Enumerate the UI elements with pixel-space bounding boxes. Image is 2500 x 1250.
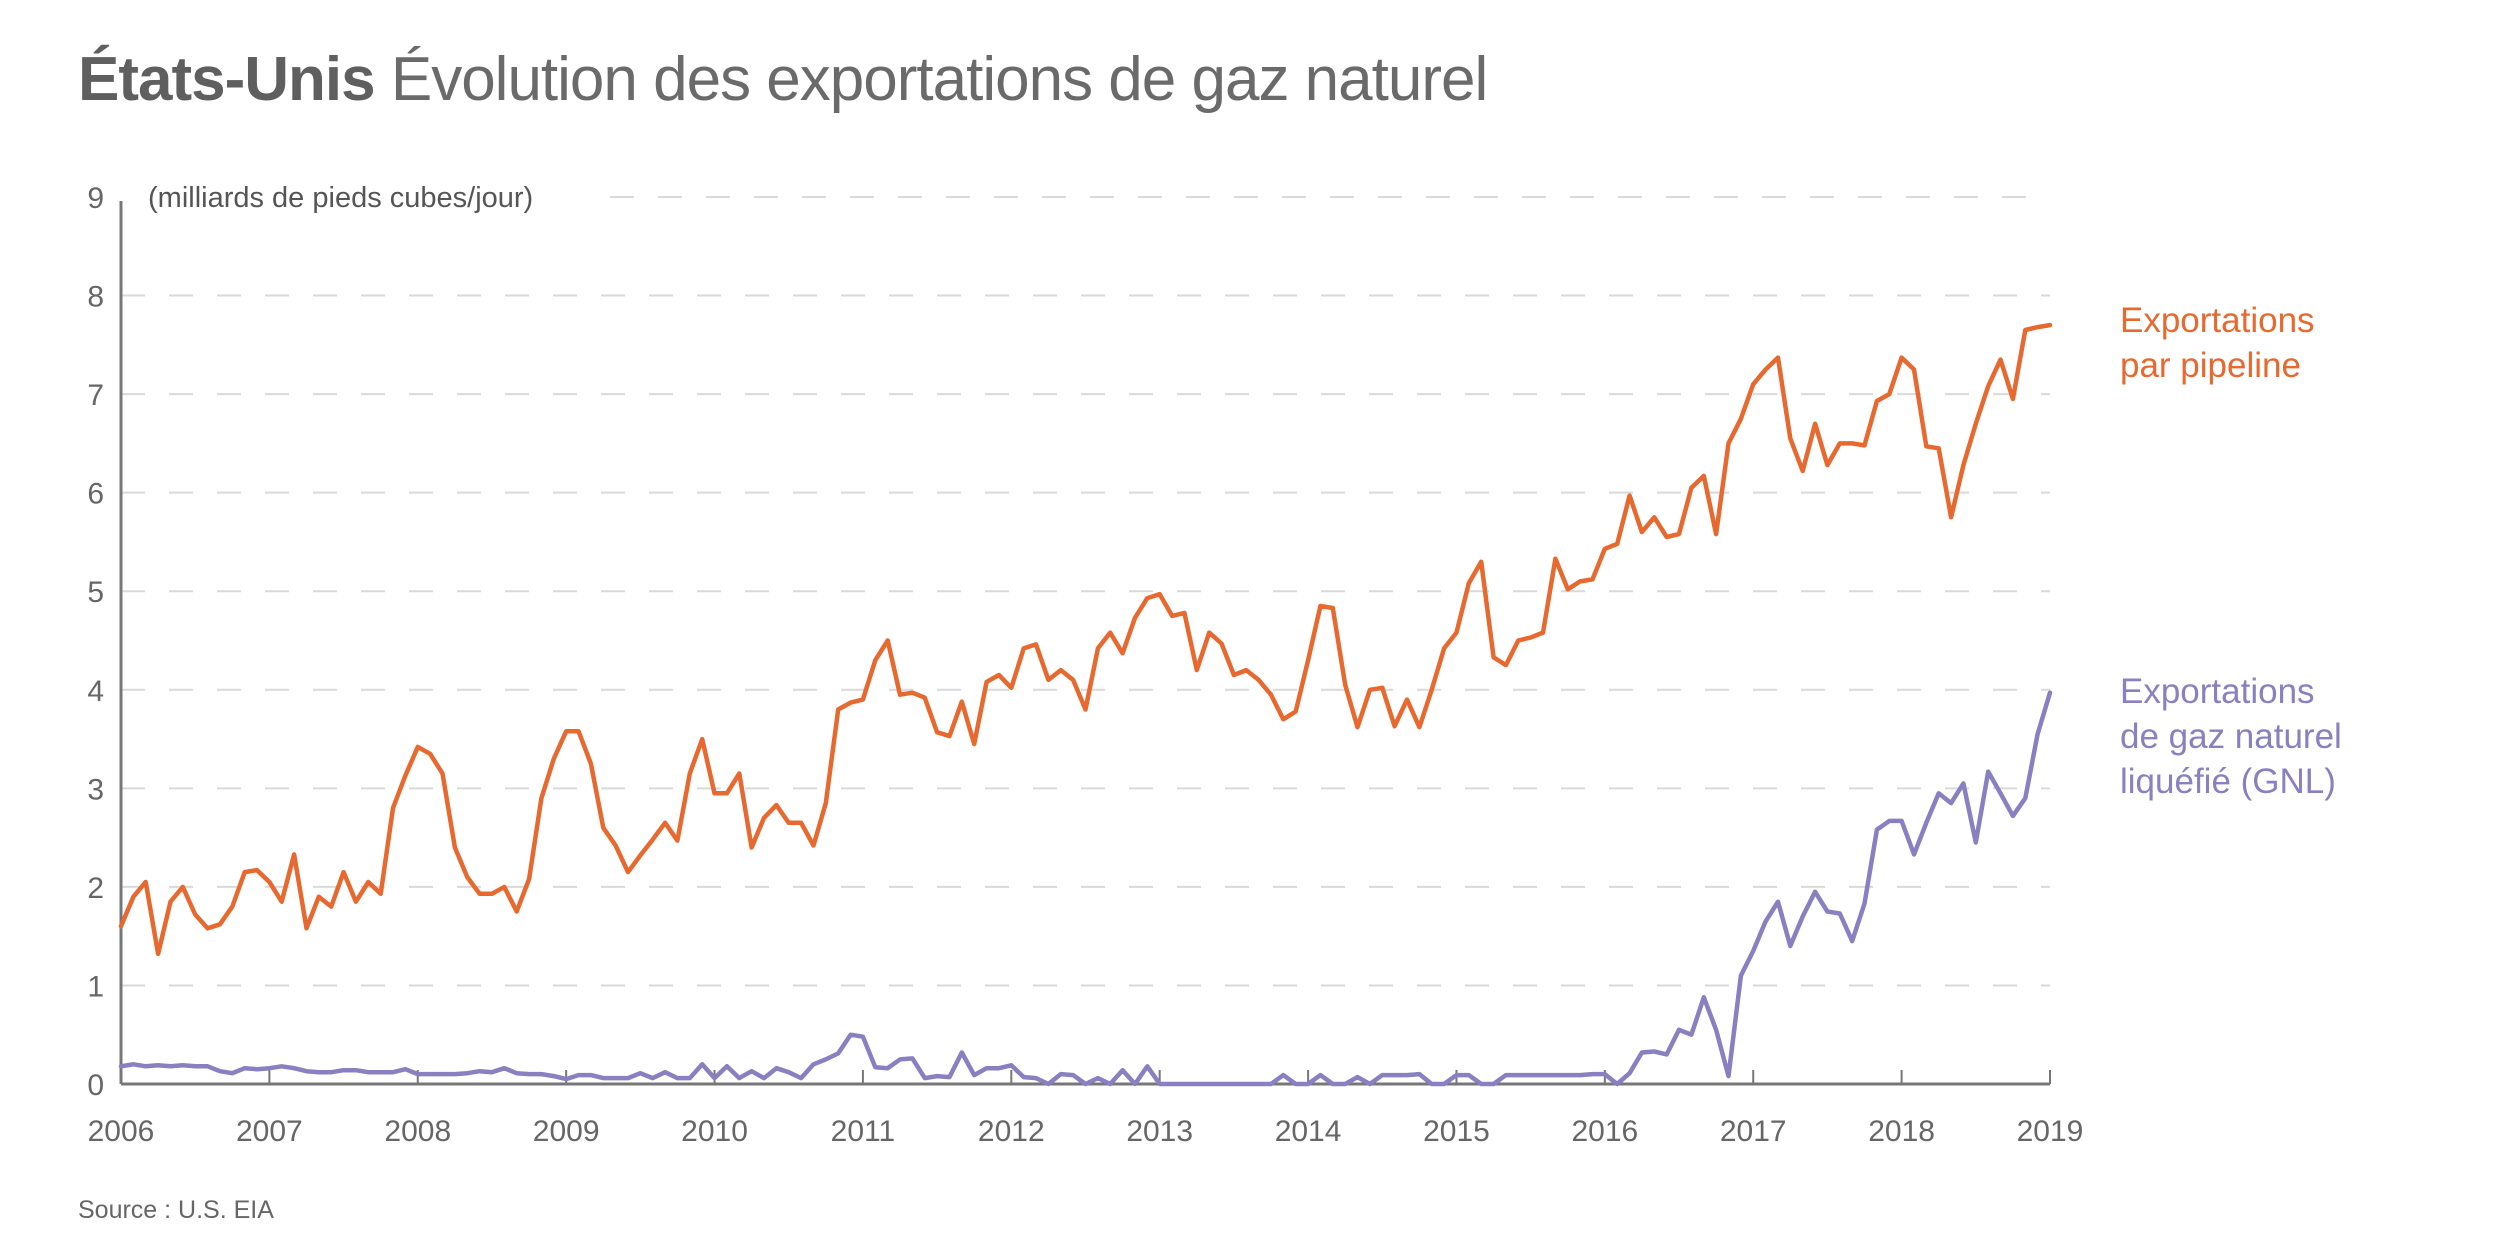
series-label-line: liquéfié (GNL): [2120, 762, 2336, 801]
x-tick-label: 2008: [384, 1115, 451, 1148]
y-tick-label: 4: [87, 675, 104, 708]
x-tick-label: 2012: [978, 1115, 1045, 1148]
title-country: États-Unis: [78, 45, 376, 114]
series-labels: Exportations par pipeline Exportations de g…: [2120, 301, 2342, 801]
x-tick-label: 2007: [236, 1115, 303, 1148]
x-tick-label: 2017: [1720, 1115, 1787, 1148]
x-tick-label: 2014: [1275, 1115, 1342, 1148]
series-line-lng: [118, 690, 2053, 1087]
x-tick-label: 2011: [831, 1115, 896, 1148]
y-tick-label: 6: [87, 478, 104, 511]
x-tick-label: 2010: [681, 1115, 748, 1148]
y-tick-label: 3: [87, 773, 104, 806]
series-label-line: de gaz naturel: [2120, 717, 2342, 756]
x-tick-label: 2006: [88, 1115, 155, 1148]
series-label-lng: Exportations de gaz naturel liquéfié (GNL): [2120, 672, 2342, 801]
x-tick-label: 2018: [1868, 1115, 1935, 1148]
y-tick-label: 9: [87, 182, 104, 215]
y-tick-label: 2: [87, 872, 104, 905]
chart-title: États-Unis Évolution des exportations de…: [78, 40, 1488, 120]
y-axis-ticks: 0 1 2 3 4 5 6 7 8 9: [87, 182, 104, 1102]
y-tick-label: 1: [87, 970, 104, 1003]
y-axis-unit-label: (milliards de pieds cubes/jour): [148, 182, 533, 214]
y-tick-label: 5: [87, 576, 104, 609]
x-axis-ticks: 2006 2007 2008 2009 2010 2011 2012 2013 2014 2015…: [88, 1070, 2084, 1148]
title-description: Évolution des exportations de gaz nature…: [390, 45, 1488, 114]
series-label-line: par pipeline: [2120, 346, 2301, 385]
source-note: Source : U.S. EIA: [78, 1196, 274, 1224]
y-tick-label: 7: [87, 379, 104, 412]
x-tick-label: 2009: [533, 1115, 600, 1148]
series-line-pipeline: [118, 322, 2053, 957]
x-tick-label: 2019: [2017, 1115, 2084, 1148]
x-tick-label: 2013: [1126, 1115, 1193, 1148]
y-tick-label: 0: [87, 1069, 104, 1102]
gridlines: [121, 196, 2050, 987]
y-tick-label: 8: [87, 281, 104, 314]
x-tick-label: 2016: [1571, 1115, 1638, 1148]
series-lines: [118, 322, 2053, 1087]
x-tick-label: 2015: [1423, 1115, 1490, 1148]
series-label-line: Exportations: [2120, 301, 2315, 340]
series-label-line: Exportations: [2120, 672, 2315, 711]
series-label-pipeline: Exportations par pipeline: [2120, 301, 2315, 385]
axes: [119, 201, 2050, 1086]
